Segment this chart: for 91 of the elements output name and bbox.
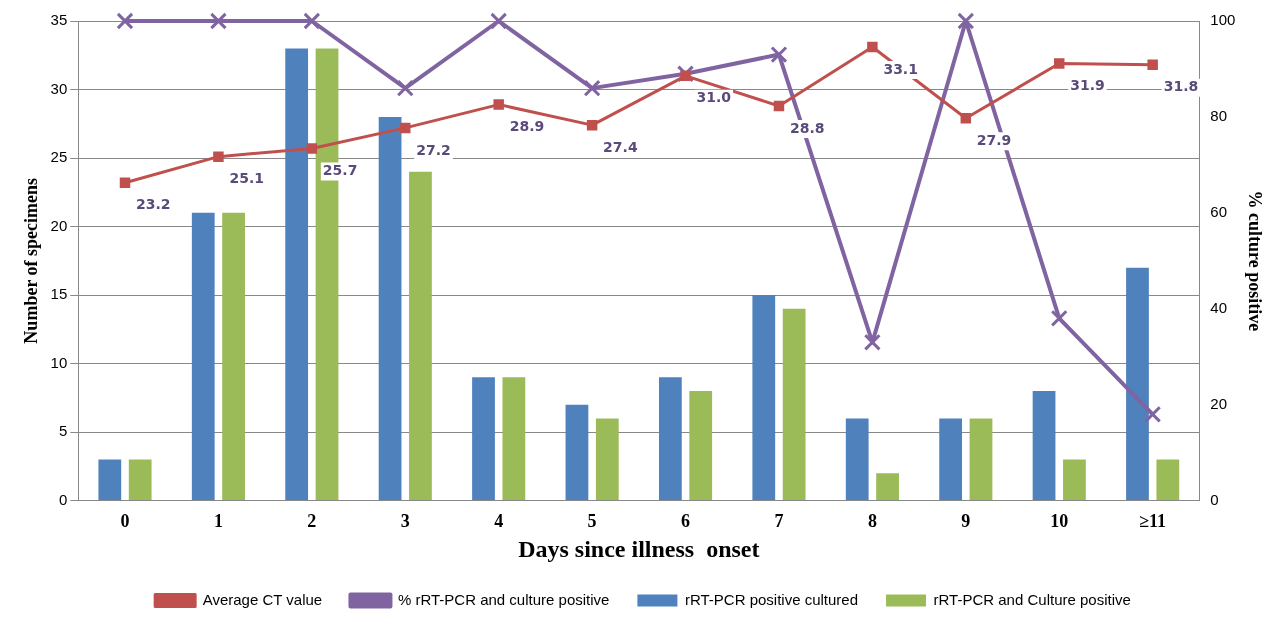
bar — [752, 295, 776, 501]
data-label: 27.4 — [603, 138, 638, 155]
data-label: 28.8 — [789, 119, 825, 136]
data-label: 31.0 — [696, 89, 732, 106]
point — [396, 79, 414, 97]
bar — [565, 404, 589, 501]
y-tick-label: 20 — [50, 216, 68, 234]
point — [303, 12, 321, 30]
y-tick-label: 25 — [50, 148, 68, 166]
point — [680, 70, 691, 82]
point — [583, 79, 601, 97]
data-label: 23.2 — [136, 196, 171, 213]
x-tick-label: ≥11 — [1139, 511, 1167, 532]
bar — [472, 377, 495, 501]
bar — [285, 48, 309, 501]
point — [770, 46, 788, 64]
bar — [1063, 459, 1086, 501]
y-tick-label: 5 — [58, 422, 68, 440]
point — [1053, 58, 1065, 69]
data-label: 25.1 — [229, 170, 264, 187]
legend-label: rRT-PCR positive cultured — [684, 590, 859, 608]
y2-tick-label: 20 — [1210, 394, 1228, 412]
point — [493, 99, 504, 110]
y-tick-label: 10 — [50, 353, 68, 371]
bar — [191, 212, 215, 501]
point — [213, 151, 224, 162]
legend-label: rRT-PCR and Culture positive — [933, 590, 1131, 608]
data-label: 25.7 — [322, 162, 358, 179]
bar — [876, 473, 899, 501]
point — [1050, 309, 1068, 327]
data-label: 27.9 — [976, 131, 1012, 148]
y2-tick-label: 60 — [1210, 202, 1228, 220]
y2-axis-title: % culture positive — [1244, 190, 1265, 332]
bar — [128, 459, 152, 501]
y2-tick-label: 80 — [1210, 107, 1228, 125]
x-tick-label: 1 — [213, 511, 223, 532]
y-tick-label: 15 — [50, 285, 68, 303]
point — [1144, 405, 1162, 423]
x-tick-label: 5 — [587, 511, 597, 532]
point — [119, 177, 131, 188]
point — [867, 41, 878, 53]
bar — [1126, 267, 1149, 501]
point — [773, 100, 785, 112]
x-tick-label: 4 — [494, 511, 504, 532]
y-tick-label: 35 — [50, 11, 68, 29]
data-label: 31.9 — [1070, 77, 1105, 94]
data-label: 28.9 — [509, 118, 545, 135]
point — [209, 12, 227, 30]
bar — [502, 377, 526, 501]
bar — [658, 377, 682, 501]
bar — [782, 308, 806, 501]
bar — [378, 116, 402, 501]
bar — [409, 171, 432, 501]
x-tick-label: 10 — [1050, 511, 1069, 532]
x-tick-label: 3 — [400, 511, 410, 532]
legend-label: % rRT-PCR and culture positive — [397, 590, 610, 608]
bar — [222, 212, 245, 501]
x-tick-label: 6 — [681, 511, 691, 532]
point — [116, 12, 134, 30]
bar — [595, 418, 619, 501]
data-label: 33.1 — [883, 60, 918, 77]
data-label: 31.8 — [1163, 78, 1199, 95]
y2-tick-label: 100 — [1210, 11, 1236, 29]
bar — [1156, 459, 1180, 501]
point — [400, 122, 411, 134]
y2-tick-label: 40 — [1210, 298, 1228, 316]
point — [306, 143, 318, 154]
bar — [969, 418, 993, 501]
y-tick-label: 0 — [58, 490, 68, 508]
x-axis-title: Days since illness onset — [518, 535, 760, 562]
bar — [98, 459, 122, 501]
bar — [845, 418, 869, 501]
point — [490, 12, 508, 30]
x-tick-label: 7 — [774, 511, 784, 532]
point — [863, 333, 881, 351]
point — [1147, 59, 1158, 71]
bar — [939, 418, 963, 501]
y2-tick-label: 0 — [1210, 490, 1219, 508]
data-label: 27.2 — [416, 141, 451, 158]
point — [960, 113, 972, 124]
bar — [689, 390, 713, 501]
y-axis-title: Number of specimens — [21, 177, 42, 344]
x-tick-label: 0 — [120, 511, 130, 532]
x-tick-label: 8 — [867, 511, 877, 532]
point — [957, 12, 975, 30]
legend-label: Average CT value — [202, 590, 323, 608]
x-tick-label: 9 — [961, 511, 971, 532]
x-tick-label: 2 — [307, 511, 317, 532]
point — [586, 119, 598, 131]
y-tick-label: 30 — [50, 79, 68, 97]
bar — [1032, 390, 1056, 501]
